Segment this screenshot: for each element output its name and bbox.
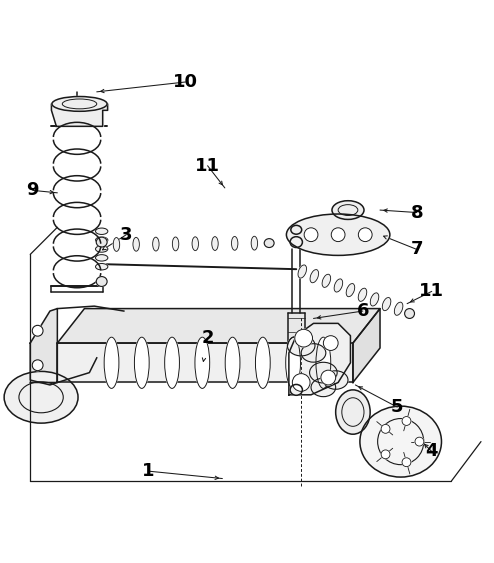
Text: 7: 7 [411, 240, 423, 258]
Circle shape [415, 437, 424, 446]
Ellipse shape [310, 270, 319, 283]
Ellipse shape [324, 371, 348, 389]
Ellipse shape [310, 362, 337, 383]
Circle shape [402, 417, 411, 426]
Ellipse shape [290, 236, 302, 248]
Polygon shape [30, 309, 57, 385]
Text: 11: 11 [419, 283, 444, 300]
Text: 3: 3 [120, 226, 132, 244]
Circle shape [381, 425, 390, 434]
Ellipse shape [212, 236, 218, 251]
Polygon shape [353, 309, 380, 382]
Text: 5: 5 [391, 398, 404, 416]
Ellipse shape [165, 337, 179, 388]
Text: 4: 4 [425, 443, 438, 461]
Ellipse shape [95, 237, 108, 243]
Circle shape [402, 458, 411, 467]
Ellipse shape [298, 265, 307, 278]
Ellipse shape [288, 335, 315, 356]
Text: 11: 11 [195, 157, 220, 175]
Ellipse shape [104, 337, 119, 388]
Ellipse shape [232, 236, 238, 250]
Ellipse shape [113, 238, 120, 251]
Ellipse shape [287, 214, 390, 256]
Ellipse shape [195, 337, 209, 388]
Ellipse shape [96, 276, 107, 287]
Text: 6: 6 [357, 302, 369, 320]
Ellipse shape [95, 246, 108, 252]
Ellipse shape [358, 288, 367, 301]
Ellipse shape [301, 343, 326, 362]
Ellipse shape [394, 302, 403, 315]
Ellipse shape [96, 237, 107, 247]
Ellipse shape [322, 274, 330, 287]
Ellipse shape [134, 337, 149, 388]
Ellipse shape [370, 293, 379, 306]
Ellipse shape [225, 337, 240, 388]
Ellipse shape [172, 237, 179, 251]
Polygon shape [289, 323, 350, 395]
Ellipse shape [360, 406, 442, 477]
Ellipse shape [192, 237, 199, 251]
Circle shape [381, 450, 390, 459]
Ellipse shape [133, 238, 139, 251]
Ellipse shape [153, 237, 159, 251]
Ellipse shape [316, 337, 331, 388]
Ellipse shape [311, 378, 335, 397]
Ellipse shape [95, 263, 108, 270]
Ellipse shape [52, 96, 107, 111]
Text: 2: 2 [202, 329, 214, 347]
Text: 9: 9 [27, 181, 39, 199]
Circle shape [358, 228, 372, 242]
Ellipse shape [286, 337, 300, 388]
Circle shape [295, 329, 313, 347]
Ellipse shape [382, 297, 391, 311]
Circle shape [321, 370, 335, 385]
Ellipse shape [251, 236, 257, 250]
Circle shape [292, 374, 310, 391]
Ellipse shape [291, 225, 302, 234]
Circle shape [304, 228, 318, 242]
Circle shape [32, 325, 43, 336]
Text: 8: 8 [411, 204, 423, 221]
Ellipse shape [95, 254, 108, 261]
Polygon shape [57, 343, 353, 382]
Ellipse shape [95, 228, 108, 234]
Ellipse shape [332, 201, 364, 220]
Ellipse shape [405, 309, 414, 319]
Ellipse shape [4, 372, 78, 423]
Polygon shape [51, 104, 108, 126]
Ellipse shape [334, 279, 343, 292]
Ellipse shape [255, 337, 270, 388]
Ellipse shape [290, 385, 302, 395]
Ellipse shape [264, 239, 274, 248]
Circle shape [32, 360, 43, 370]
Circle shape [331, 228, 345, 242]
Text: 1: 1 [142, 462, 155, 480]
Polygon shape [57, 309, 380, 343]
Circle shape [324, 336, 338, 350]
Text: 10: 10 [173, 73, 198, 91]
Ellipse shape [335, 390, 370, 434]
Ellipse shape [346, 284, 355, 297]
